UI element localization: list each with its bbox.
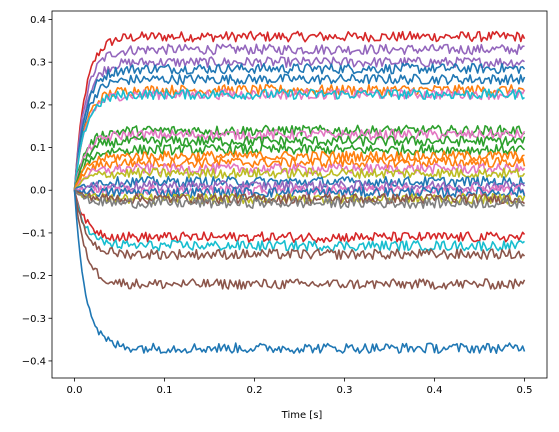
series-line-1 [73, 43, 525, 191]
series-line-6 [73, 88, 526, 191]
y-tick-label: −0.2 [22, 271, 46, 282]
series-line-25 [73, 190, 526, 261]
series-line-23 [73, 190, 526, 244]
series-line-15 [73, 167, 526, 191]
y-tick-label: 0.3 [30, 58, 46, 69]
y-tick-label: −0.3 [22, 314, 46, 325]
series-line-10 [73, 135, 526, 191]
y-tick-label: 0.2 [30, 100, 46, 111]
x-axis-label: Time [s] [281, 410, 323, 421]
series-line-16 [73, 175, 526, 191]
y-tick-label: −0.4 [22, 356, 46, 367]
series-layer [73, 30, 526, 355]
x-tick-label: 0.1 [157, 385, 173, 396]
x-tick-label: 0.0 [67, 385, 83, 396]
series-line-17 [74, 180, 526, 192]
series-line-27 [73, 190, 526, 355]
x-tick-label: 0.5 [517, 385, 533, 396]
axes-frame [51, 10, 548, 379]
y-tick-label: 0.0 [30, 186, 46, 197]
series-line-9 [73, 128, 526, 191]
series-line-26 [73, 190, 526, 290]
series-line-14 [73, 163, 526, 191]
series-line-22 [73, 189, 525, 209]
y-tick-label: −0.1 [22, 228, 46, 239]
x-tick-label: 0.2 [247, 385, 263, 396]
series-line-3 [73, 62, 526, 191]
y-tick-label: 0.1 [30, 143, 46, 154]
series-line-24 [73, 190, 525, 252]
y-tick-label: 0.4 [30, 15, 46, 26]
plot-border [51, 10, 548, 379]
x-tick-label: 0.4 [427, 385, 443, 396]
series-line-4 [73, 73, 526, 191]
series-line-0 [73, 30, 526, 191]
series-line-18 [74, 184, 526, 197]
x-tick-label: 0.3 [337, 385, 353, 396]
series-line-2 [73, 56, 525, 191]
ticks-layer: 0.0 0.1 0.2 0.3 0.4 0.5 −0.4 −0.3 −0.2 −0.1 0.0 0.1… [22, 15, 533, 396]
series-line-7 [73, 88, 525, 191]
series-line-8 [73, 124, 525, 191]
